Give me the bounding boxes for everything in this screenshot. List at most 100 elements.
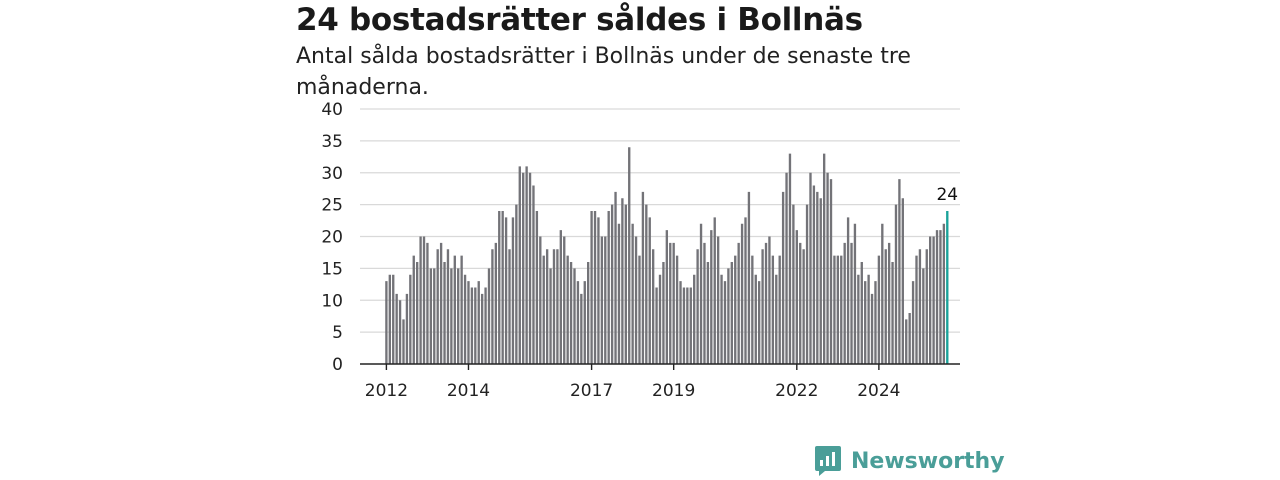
bar bbox=[764, 242, 768, 365]
x-tick-label: 2014 bbox=[447, 381, 490, 401]
bar bbox=[918, 249, 922, 364]
bar bbox=[935, 230, 939, 365]
bar bbox=[887, 242, 891, 365]
bar bbox=[614, 191, 617, 365]
bar bbox=[860, 262, 863, 364]
bar-latest bbox=[946, 211, 949, 364]
bar bbox=[877, 255, 881, 365]
bar bbox=[908, 313, 911, 364]
bar bbox=[843, 242, 846, 365]
bar bbox=[549, 268, 552, 365]
bar bbox=[826, 172, 829, 364]
bar bbox=[744, 217, 747, 365]
x-tick-label: 2019 bbox=[652, 381, 695, 401]
bar bbox=[583, 281, 586, 365]
bar bbox=[563, 236, 566, 364]
bar bbox=[788, 153, 792, 365]
bar bbox=[388, 274, 391, 364]
bar bbox=[911, 281, 915, 365]
x-tick-label: 2012 bbox=[365, 381, 408, 401]
bar bbox=[436, 249, 439, 364]
bar bbox=[593, 211, 597, 364]
bar bbox=[822, 153, 826, 365]
bar bbox=[501, 211, 504, 364]
bar bbox=[686, 287, 689, 364]
bar bbox=[785, 172, 788, 364]
y-tick-label: 35 bbox=[321, 132, 343, 152]
bar bbox=[552, 249, 556, 364]
bar bbox=[853, 223, 857, 364]
bar bbox=[392, 274, 395, 364]
bar bbox=[590, 211, 593, 364]
bar bbox=[884, 249, 887, 364]
bar bbox=[925, 249, 928, 364]
bar bbox=[395, 293, 398, 365]
bar bbox=[511, 217, 515, 365]
bar bbox=[504, 217, 508, 365]
bar bbox=[658, 274, 662, 364]
bar bbox=[416, 262, 419, 364]
bar bbox=[874, 281, 877, 365]
bar bbox=[758, 281, 761, 365]
bar bbox=[693, 274, 696, 364]
bar bbox=[569, 262, 573, 364]
bar bbox=[412, 255, 415, 365]
y-tick-label: 10 bbox=[321, 291, 343, 311]
y-tick-label: 5 bbox=[332, 323, 343, 343]
bar bbox=[621, 198, 624, 364]
bar bbox=[446, 249, 450, 364]
bar bbox=[405, 293, 409, 365]
bar bbox=[723, 281, 727, 365]
bar bbox=[775, 274, 778, 364]
bar bbox=[740, 223, 744, 364]
bar bbox=[727, 268, 730, 365]
bar bbox=[747, 191, 751, 365]
bar bbox=[556, 249, 559, 364]
bar bbox=[610, 204, 614, 365]
bar bbox=[624, 204, 627, 365]
bar bbox=[385, 281, 388, 365]
bar bbox=[799, 242, 802, 365]
y-tick-label: 30 bbox=[321, 164, 343, 184]
bar bbox=[484, 287, 487, 364]
y-tick-label: 20 bbox=[321, 228, 343, 248]
bar bbox=[607, 211, 610, 364]
bar bbox=[587, 262, 590, 364]
bar bbox=[805, 204, 809, 365]
chart-subtitle: Antal sålda bostadsrätter i Bollnäs unde… bbox=[296, 44, 911, 100]
bar bbox=[443, 262, 446, 364]
bar bbox=[829, 179, 833, 365]
chart-title: 24 bostadsrätter såldes i Bollnäs bbox=[296, 2, 863, 38]
bar bbox=[525, 166, 528, 365]
bar bbox=[857, 274, 860, 364]
bar bbox=[433, 268, 436, 365]
bar bbox=[604, 236, 607, 364]
bar bbox=[891, 262, 894, 364]
bar bbox=[771, 255, 775, 365]
bar bbox=[573, 268, 576, 365]
bar bbox=[737, 242, 740, 365]
bar bbox=[819, 198, 822, 364]
bar bbox=[665, 230, 669, 365]
bar bbox=[867, 274, 870, 364]
bar-chart-speech-bubble-icon bbox=[815, 446, 841, 476]
bar bbox=[532, 185, 535, 364]
brand-name: Newsworthy bbox=[851, 448, 1005, 474]
bar bbox=[515, 204, 518, 365]
bar bbox=[942, 223, 946, 364]
bar bbox=[706, 262, 710, 364]
bar bbox=[474, 287, 477, 364]
newsworthy-logo[interactable]: Newsworthy bbox=[814, 445, 1005, 477]
bar bbox=[836, 255, 840, 365]
bar bbox=[528, 172, 532, 364]
bar bbox=[491, 249, 494, 364]
bar bbox=[768, 236, 771, 364]
bar bbox=[720, 274, 723, 364]
bar bbox=[498, 211, 501, 364]
bar bbox=[901, 198, 904, 364]
bar bbox=[651, 249, 655, 364]
bar bbox=[409, 274, 412, 364]
bar bbox=[710, 230, 713, 365]
bar bbox=[713, 217, 716, 365]
